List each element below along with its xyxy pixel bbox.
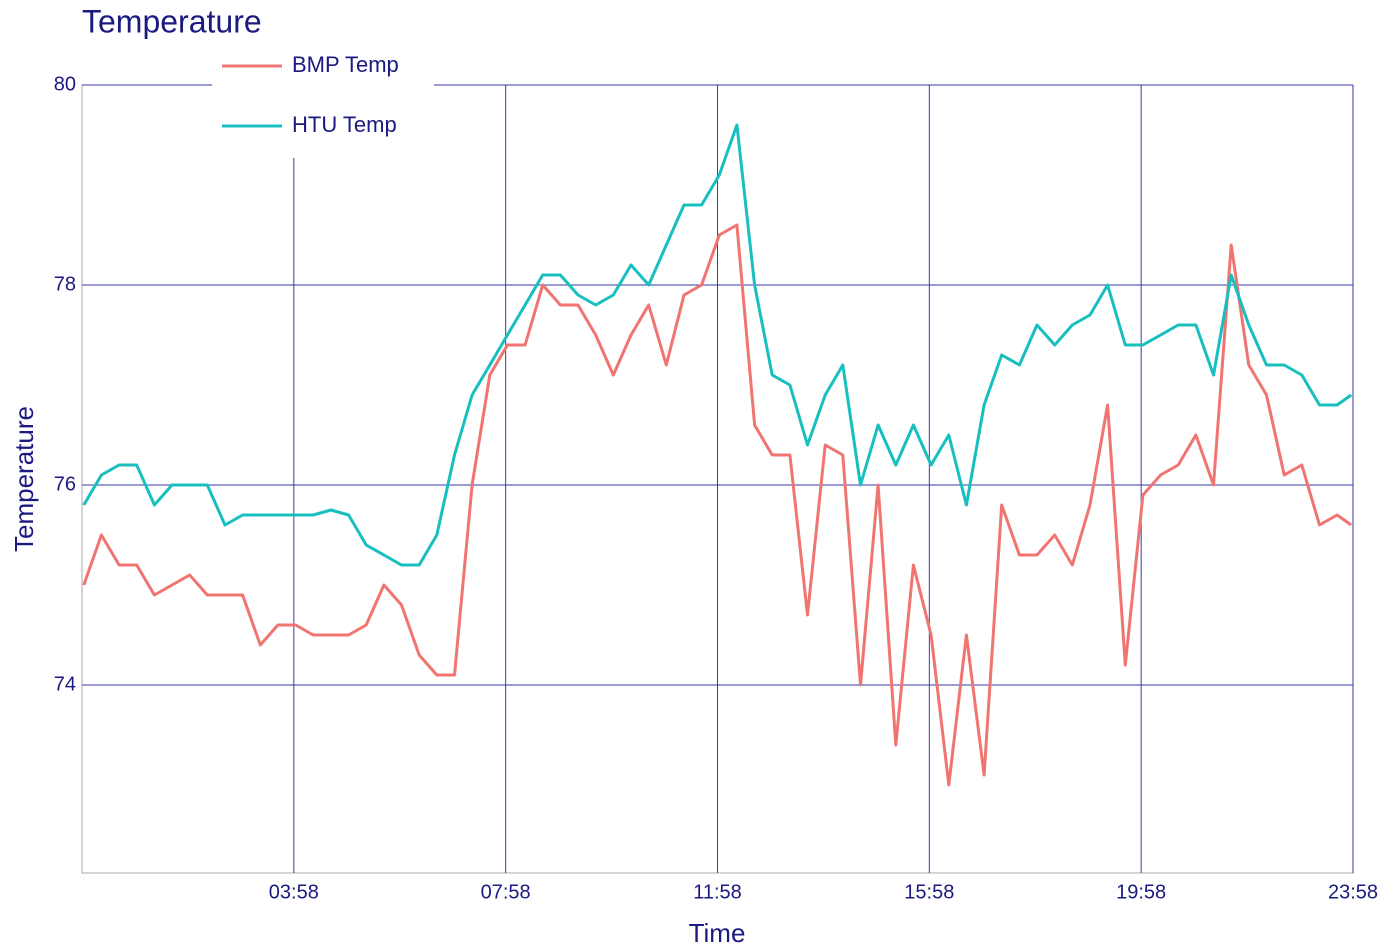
chart-title: Temperature	[82, 3, 262, 39]
x-tick-label: 07:58	[481, 881, 531, 903]
legend-label: BMP Temp	[292, 52, 399, 77]
y-axis-label: Temperature	[9, 406, 39, 552]
x-tick-label: 15:58	[904, 881, 954, 903]
line-series	[82, 123, 1353, 567]
legend-label: HTU Temp	[292, 112, 397, 137]
x-tick-label: 19:58	[1116, 881, 1166, 903]
x-axis-label: Time	[689, 918, 746, 948]
y-tick-label: 80	[54, 73, 76, 95]
y-tick-label: 74	[54, 673, 76, 695]
y-tick-label: 76	[54, 473, 76, 495]
y-tick-label: 78	[54, 273, 76, 295]
line-series	[82, 223, 1353, 787]
x-tick-label: 11:58	[693, 881, 742, 903]
x-tick-label: 23:58	[1328, 881, 1378, 903]
x-tick-label: 03:58	[269, 881, 319, 903]
